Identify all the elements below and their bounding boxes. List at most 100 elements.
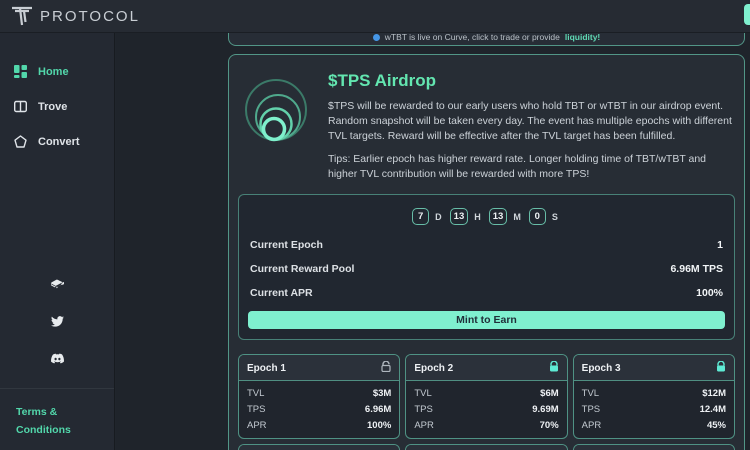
airdrop-title: $TPS Airdrop (328, 71, 436, 90)
epoch-tvl-row: TVL $12M (582, 385, 726, 401)
epoch-tps-row: TPS 6.96M (247, 401, 391, 417)
epoch-name: Epoch 3 (581, 362, 621, 374)
epoch-name: Epoch 2 (414, 362, 454, 374)
epoch-card-body: TVL $6M TPS 9.69M APR 70% (406, 381, 566, 438)
epoch-card-header: Epoch 5 (406, 445, 567, 450)
airdrop-description: $TPS will be rewarded to our early users… (328, 100, 732, 143)
discord-icon[interactable] (50, 352, 64, 370)
tps-value: 12.4M (699, 403, 726, 415)
airdrop-tips: Tips: Earlier epoch has higher reward ra… (328, 152, 706, 180)
sidebar-footer: Terms & Conditions (0, 388, 114, 450)
sidebar-item-label: Convert (38, 135, 80, 148)
sidebar-nav: Home Trove Convert (0, 33, 114, 148)
stat-label: Current Reward Pool (250, 263, 355, 276)
social-links (0, 278, 114, 370)
sidebar-item-label: Home (38, 65, 69, 78)
banner-text: wTBT is live on Curve, click to trade or… (384, 33, 560, 42)
banner-link[interactable]: liquidity! (564, 33, 601, 42)
epoch-card: Epoch 4TVLTBDTPS-APR- (238, 444, 401, 450)
countdown-unit: M (513, 211, 521, 222)
countdown-unit: H (474, 211, 481, 222)
terms-link[interactable]: Terms & Conditions (16, 406, 71, 436)
topbar: PROTOCOL (0, 0, 750, 33)
lock-icon (549, 359, 559, 377)
epoch-card-header: Epoch 1 (239, 355, 400, 382)
epoch-tvl-row: TVL $3M (247, 385, 391, 401)
epoch-card: Epoch 1 TVL $3M TPS 6.96M APR 100% (238, 354, 401, 440)
epoch-card-header: Epoch 3 (573, 355, 734, 382)
apr-value: 70% (539, 419, 559, 431)
stat-value: 1 (717, 239, 723, 252)
tps-value: 9.69M (532, 403, 559, 415)
sidebar-item-trove[interactable]: Trove (0, 100, 114, 113)
apr-value: 45% (706, 419, 726, 431)
tvl-value: $3M (372, 387, 392, 399)
current-epoch-panel: 7 D 13 H 13 M 0 S Current Epoch 1 C (238, 194, 735, 341)
protocol-logo-icon (12, 6, 32, 26)
tvl-label: TVL (414, 387, 432, 399)
epoch-tps-row: TPS 12.4M (582, 401, 726, 417)
connect-wallet-button[interactable] (744, 4, 750, 25)
epoch-apr-row: APR 45% (582, 417, 726, 433)
tvl-label: TVL (581, 387, 600, 399)
tvl-label: TVL (247, 387, 265, 399)
stat-row-current-apr: Current APR 100% (248, 281, 725, 305)
brand-name: PROTOCOL (40, 7, 140, 25)
epoch-card-header: Epoch 2 (406, 355, 567, 382)
tvl-value: $12M (702, 387, 726, 399)
main-content: wTBT is live on Curve, click to trade or… (116, 33, 750, 450)
tvl-value: $6M (540, 387, 559, 399)
epoch-card-body: TVL $3M TPS 6.96M APR 100% (239, 381, 399, 438)
apr-label: APR (247, 419, 267, 431)
epoch-name: Epoch 1 (247, 362, 286, 374)
epoch-card: Epoch 5TVLTBDTPS-APR- (405, 444, 568, 450)
tps-label: TPS (247, 403, 266, 415)
apr-label: APR (414, 419, 434, 431)
stat-label: Current Epoch (250, 239, 323, 252)
airdrop-text-block: $TPS Airdrop $TPS will be rewarded to ou… (328, 69, 733, 182)
countdown-unit: D (435, 211, 442, 222)
stat-row-reward-pool: Current Reward Pool 6.96M TPS (248, 257, 725, 281)
apr-label: APR (581, 419, 602, 431)
epoch-card-body: TVL $12M TPS 12.4M APR 45% (574, 381, 734, 438)
info-icon (372, 34, 380, 41)
tps-label: TPS (414, 403, 433, 415)
epoch-card: Epoch 3 TVL $12M TPS 12.4M APR 45% (572, 354, 735, 440)
twitter-icon[interactable] (50, 315, 64, 333)
tps-value: 6.96M (364, 403, 392, 415)
airdrop-hero: $TPS Airdrop $TPS will be rewarded to ou… (238, 65, 735, 182)
apr-value: 100% (367, 419, 392, 431)
stat-value: 6.96M TPS (670, 263, 723, 276)
countdown-hours: 13 (449, 208, 469, 226)
sidebar-item-home[interactable]: Home (0, 65, 114, 78)
sidebar-item-convert[interactable]: Convert (0, 135, 114, 148)
lock-icon (716, 359, 726, 377)
epoch-card: Epoch 6TVLTBDTPS-APR- (572, 444, 735, 450)
countdown-minutes: 13 (488, 208, 508, 226)
epoch-apr-row: APR 70% (414, 417, 558, 433)
airdrop-card: $TPS Airdrop $TPS will be rewarded to ou… (228, 54, 745, 450)
tps-label: TPS (581, 403, 601, 415)
epoch-grid: Epoch 1 TVL $3M TPS 6.96M APR 100% Epoch 2 TVL $6… (238, 354, 735, 450)
brand-logo[interactable]: PROTOCOL (10, 4, 140, 28)
countdown-seconds: 0 (528, 208, 546, 226)
epoch-tvl-row: TVL $6M (414, 385, 558, 401)
pentagon-icon (14, 135, 27, 148)
sidebar-item-label: Trove (38, 100, 68, 113)
epoch-card-header: Epoch 4 (239, 445, 400, 450)
countdown-days: 7 (412, 208, 430, 226)
countdown-unit: S (551, 211, 558, 222)
announcement-banner[interactable]: wTBT is live on Curve, click to trade or… (228, 33, 745, 46)
gitbook-icon[interactable] (50, 278, 64, 296)
epoch-apr-row: APR 100% (247, 417, 391, 433)
epoch-card: Epoch 2 TVL $6M TPS 9.69M APR 70% (405, 354, 568, 440)
sidebar: Home Trove Convert (0, 33, 115, 450)
concentric-circles-icon (238, 69, 314, 150)
epoch-tps-row: TPS 9.69M (414, 401, 558, 417)
epoch-card-header: Epoch 6 (573, 445, 734, 450)
book-icon (14, 100, 27, 113)
mint-to-earn-button[interactable]: Mint to Earn (248, 311, 725, 330)
dashboard-icon (14, 65, 27, 78)
countdown-timer: 7 D 13 H 13 M 0 S (248, 208, 725, 226)
